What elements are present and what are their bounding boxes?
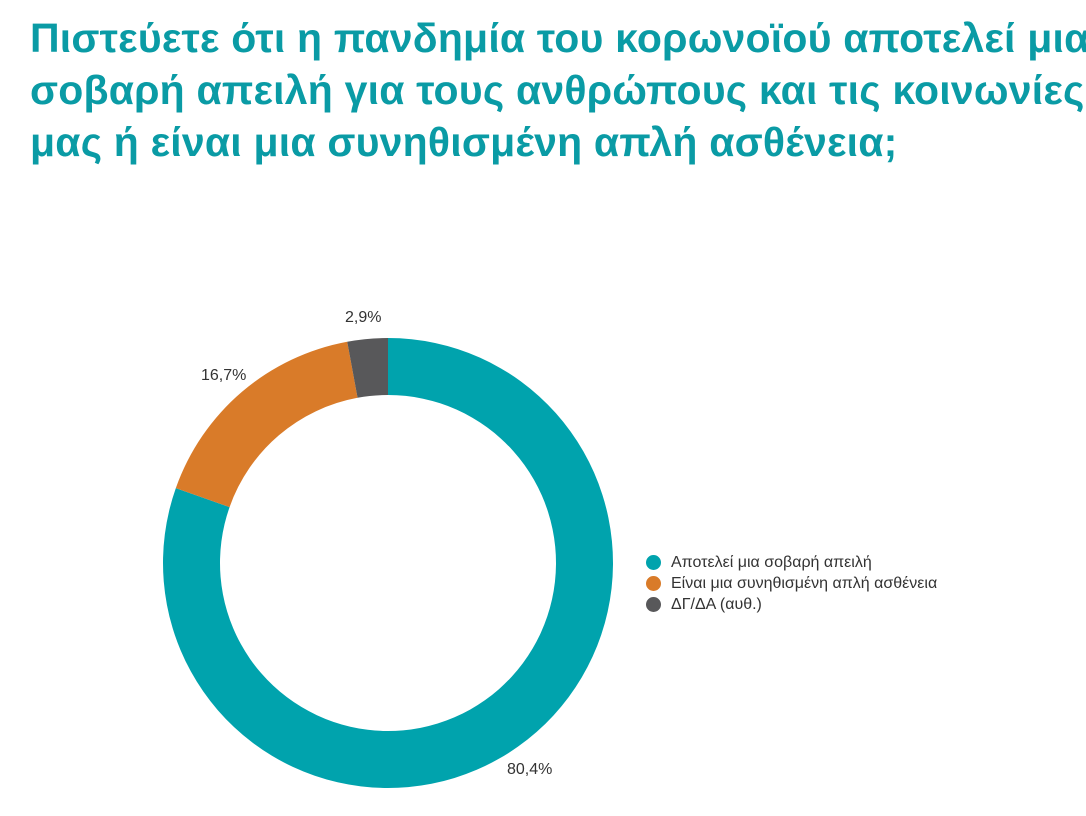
legend-label: Αποτελεί μια σοβαρή απειλή <box>671 553 872 571</box>
legend-swatch-icon <box>646 555 661 570</box>
slice-dont-know <box>347 338 388 398</box>
legend-swatch-icon <box>646 597 661 612</box>
chart-title: Πιστεύετε ότι η πανδημία του κορωνοϊού α… <box>30 12 1086 168</box>
title-line-3: μας ή είναι μια συνηθισμένη απλή ασθένει… <box>30 119 898 165</box>
legend-item-serious-threat: Αποτελεί μια σοβαρή απειλή <box>646 552 937 573</box>
slice-label-serious-threat: 80,4% <box>507 761 553 778</box>
legend-item-dont-know: ΔΓ/ΔΑ (αυθ.) <box>646 594 937 615</box>
slice-label-dont-know: 2,9% <box>345 309 382 326</box>
title-line-1: Πιστεύετε ότι η πανδημία του κορωνοϊού α… <box>30 15 1086 61</box>
slice-common-illness <box>175 341 358 508</box>
legend-label: ΔΓ/ΔΑ (αυθ.) <box>671 595 762 613</box>
legend-label: Είναι μια συνηθισμένη απλή ασθένεια <box>671 574 938 592</box>
legend-swatch-icon <box>646 576 661 591</box>
legend-item-common-illness: Είναι μια συνηθισμένη απλή ασθένεια <box>646 573 937 594</box>
slice-label-common-illness: 16,7% <box>201 367 247 384</box>
title-line-2: σοβαρή απειλή για τους ανθρώπους και τις… <box>30 67 1085 113</box>
chart-legend: Αποτελεί μια σοβαρή απειλή Είναι μια συν… <box>646 552 937 615</box>
